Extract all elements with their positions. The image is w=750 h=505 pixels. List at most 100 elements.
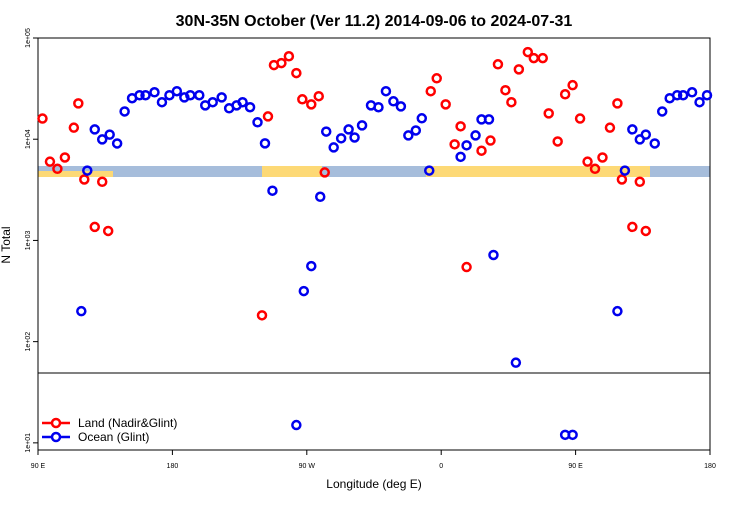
point [449,139,460,150]
point [492,59,504,70]
point [194,89,205,101]
point [461,140,472,151]
plot-frame [37,37,711,451]
point [559,89,571,100]
point [488,249,499,261]
point [59,152,71,163]
y-tick-label: 1e+02 [25,332,32,352]
point [528,52,540,64]
point [140,89,151,101]
point [485,135,496,146]
x-tick-label: 90 E [31,463,46,470]
point [276,57,287,69]
point [306,260,317,272]
point [297,94,308,105]
point [283,51,295,62]
legend-label: Land (Nadir&Glint) [78,416,177,430]
legend-label: Ocean (Glint) [78,430,149,444]
point [380,85,392,97]
ocean-band [38,166,710,177]
legend-marker [50,417,62,429]
point [483,114,495,125]
point [259,138,271,149]
point [343,124,354,135]
point [634,176,646,187]
point [612,305,623,317]
point [403,130,414,141]
point [424,165,435,176]
point [461,261,472,273]
point [335,133,347,144]
land-band [262,166,322,177]
point [104,129,115,140]
point [582,156,593,167]
point [82,165,93,176]
point [440,99,451,110]
point [612,98,623,109]
point [470,130,481,141]
point [649,138,660,149]
point [431,73,442,84]
point [252,117,263,128]
point [96,134,108,145]
x-tick-label: 90 E [568,463,583,470]
point [256,310,268,321]
point [76,305,87,317]
point [455,121,466,132]
point [89,221,100,233]
x-axis-label: Longitude (deg E) [326,477,421,491]
land-band [426,166,650,177]
point [149,87,160,98]
point [500,84,511,96]
point [701,89,713,101]
point [171,85,183,97]
point [349,132,360,143]
point [37,113,48,124]
land-band [38,171,113,177]
point [102,225,114,237]
point [552,136,563,147]
point [134,89,145,101]
x-tick-label: 90 W [299,463,316,470]
point [510,357,522,368]
point [425,85,436,97]
point [320,126,332,137]
point [267,185,278,196]
point [522,46,534,58]
point [262,111,274,122]
point [619,165,631,176]
point [328,142,339,153]
point [185,89,196,101]
point [506,96,517,108]
point [96,176,108,187]
point [373,101,384,113]
point [604,122,616,133]
point [671,89,683,101]
point [694,96,705,108]
x-tick-label: 180 [167,463,179,470]
point [244,101,256,113]
point [52,163,63,175]
point [567,79,578,91]
point [44,156,56,167]
point [111,138,123,149]
point [543,108,554,119]
point [589,163,601,175]
point [455,151,466,163]
point [677,89,689,101]
point [79,174,90,185]
point [306,99,317,110]
point [314,191,326,203]
point [356,120,368,131]
point [567,429,578,441]
y-tick-label: 1e+05 [25,28,32,48]
point [410,125,422,136]
point [513,64,525,75]
chart-title: 30N-35N October (Ver 11.2) 2014-09-06 to… [176,13,573,30]
point [616,174,628,185]
point [395,101,407,112]
y-axis-label: N Total [0,226,13,263]
point [156,96,168,108]
